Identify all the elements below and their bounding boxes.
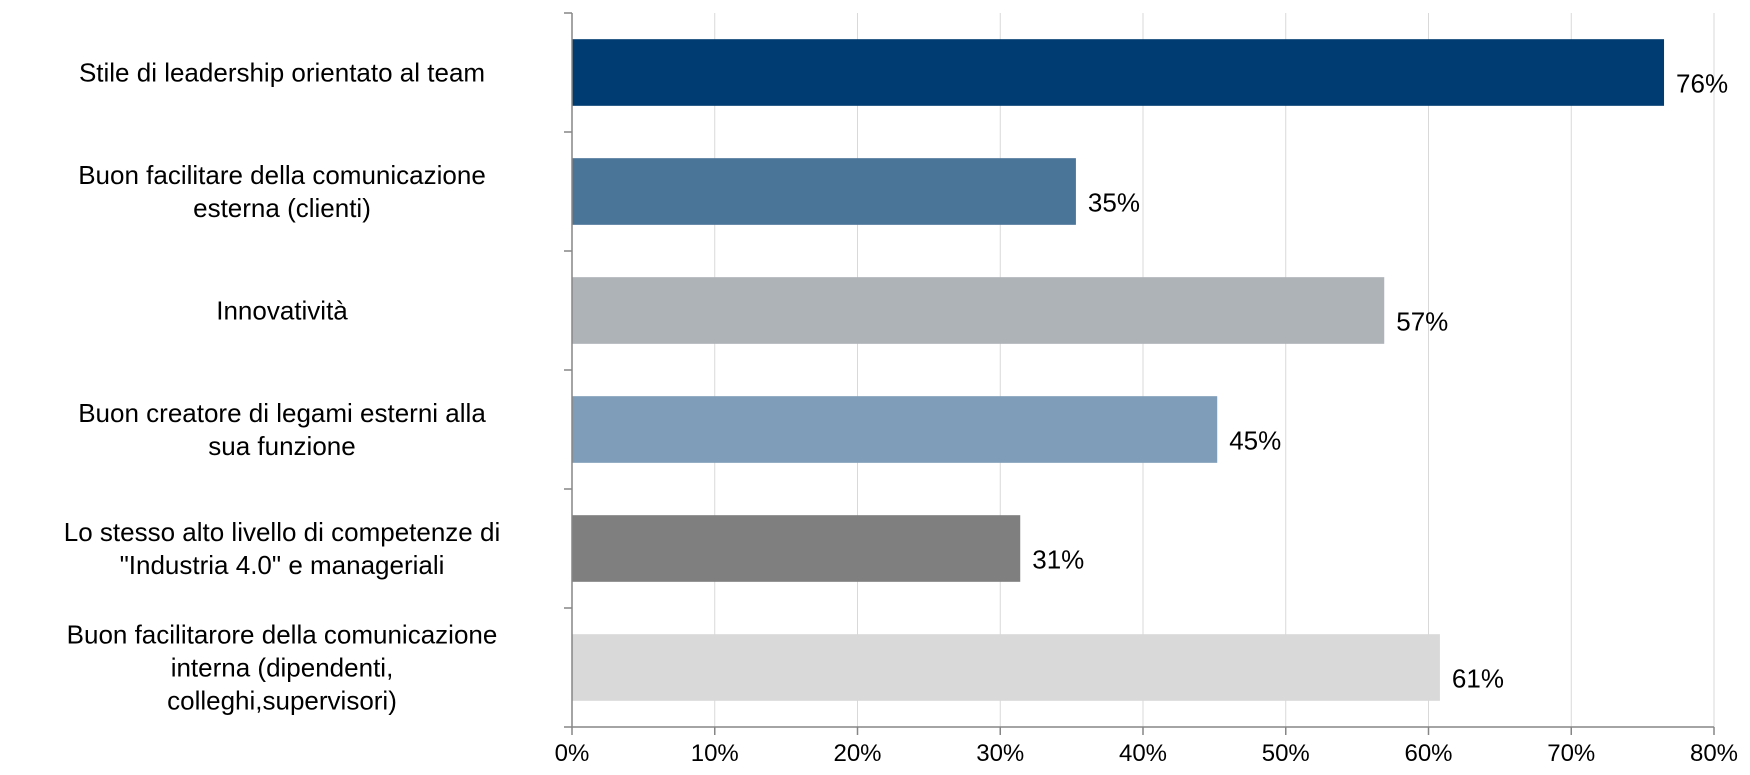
category-label-line: sua funzione [208, 431, 355, 461]
bar [572, 277, 1385, 344]
data-label: 31% [1032, 545, 1084, 575]
bar [572, 515, 1021, 582]
category-label-line: Innovatività [216, 296, 348, 326]
category-label: Buon creatore di legami esterni alla sua … [78, 398, 486, 461]
category-label-line: esterna (clienti) [193, 193, 371, 223]
category-label-line: colleghi,supervisori) [167, 686, 397, 716]
category-label-line: Lo stesso alto livello di competenze di [64, 517, 500, 547]
category-label: Buon facilitare della comunicazione ester… [78, 160, 486, 223]
x-tick-label: 80% [1690, 740, 1738, 767]
category-label-line: Buon facilitarore della comunicazione [67, 620, 498, 650]
category-label: Buon facilitarore della comunicazione int… [67, 620, 498, 716]
x-tick-label: 50% [1262, 740, 1310, 767]
category-label: Stile di leadership orientato al team [79, 58, 485, 88]
bar [572, 634, 1440, 701]
data-label: 61% [1452, 664, 1504, 694]
x-tick-label: 40% [1119, 740, 1167, 767]
data-label: 35% [1088, 188, 1140, 218]
category-label-line: Buon creatore di legami esterni alla [78, 398, 486, 428]
data-label: 45% [1229, 426, 1281, 456]
category-label: Lo stesso alto livello di competenze di "… [64, 517, 500, 580]
category-label-line: Buon facilitare della comunicazione [78, 160, 486, 190]
category-label: Innovatività [216, 296, 348, 326]
data-label: 76% [1676, 69, 1728, 99]
x-tick-label: 60% [1404, 740, 1452, 767]
bar [572, 39, 1665, 106]
bar [572, 396, 1218, 463]
x-tick-label: 0% [555, 740, 590, 767]
data-label: 57% [1396, 307, 1448, 337]
category-label-line: "Industria 4.0" e manageriali [120, 550, 445, 580]
category-label-line: interna (dipendenti, [171, 653, 394, 683]
x-tick-label: 20% [833, 740, 881, 767]
x-tick-label: 30% [976, 740, 1024, 767]
category-label-line: Stile di leadership orientato al team [79, 58, 485, 88]
bar [572, 158, 1076, 225]
x-tick-label: 70% [1547, 740, 1595, 767]
x-tick-label: 10% [691, 740, 739, 767]
